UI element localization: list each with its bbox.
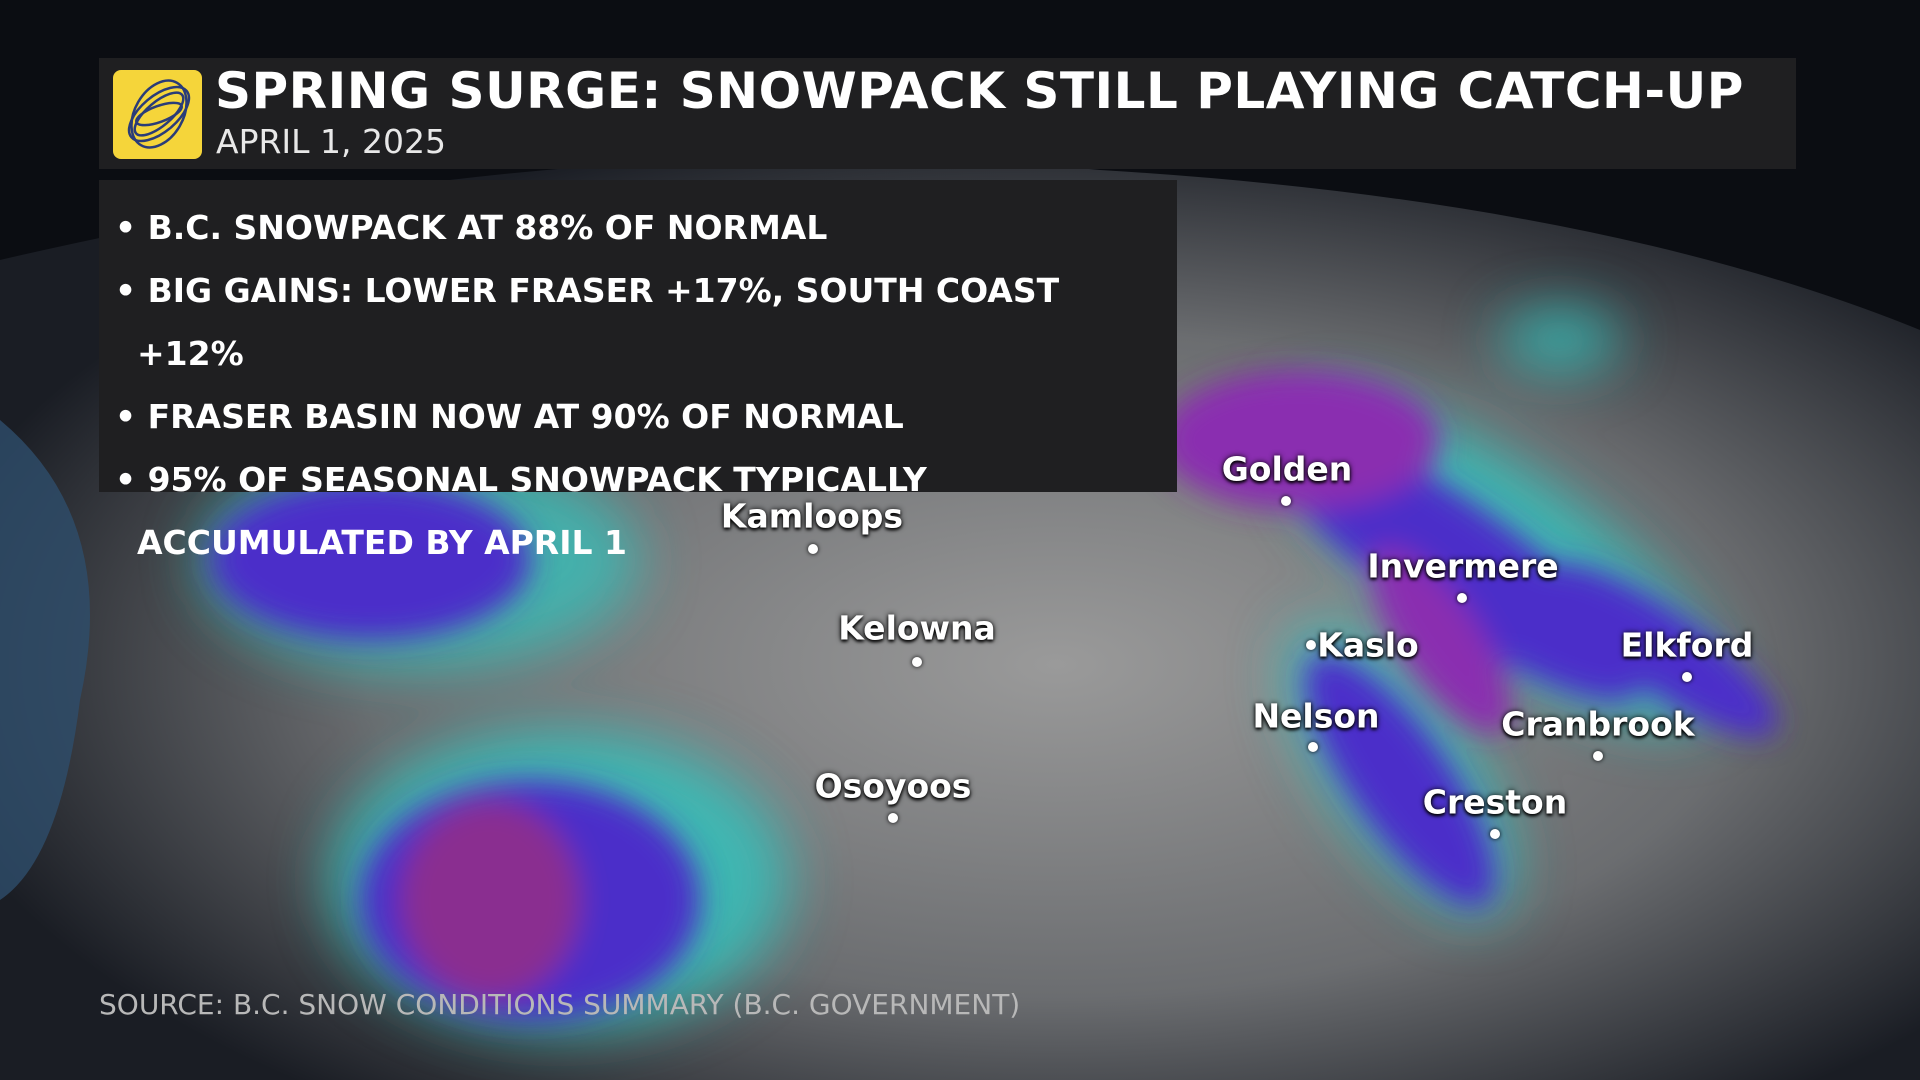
city-label: Elkford [1620,625,1754,665]
city-label: Osoyoos [814,766,972,806]
city-dot [1281,496,1291,506]
city-dot [1682,672,1692,682]
date: APRIL 1, 2025 [216,122,446,161]
city-dot [1593,751,1603,761]
city-label: Creston [1422,782,1568,822]
city-dot [1308,742,1318,752]
city-label: Golden [1221,449,1353,489]
city-label: Kelowna [838,608,996,648]
city-dot [808,544,818,554]
bullet-item: FRASER BASIN NOW AT 90% OF NORMAL [115,385,1167,448]
title: SPRING SURGE: SNOWPACK STILL PLAYING CAT… [215,62,1744,120]
logo [113,70,202,159]
city-dot [912,657,922,667]
city-dot [1490,829,1500,839]
source-note: SOURCE: B.C. SNOW CONDITIONS SUMMARY (B.… [99,988,1021,1021]
city-label: Invermere [1367,546,1559,586]
bullet-item: B.C. SNOWPACK AT 88% OF NORMAL [115,196,1167,259]
bullet-item: 95% OF SEASONAL SNOWPACK TYPICALLY ACCUM… [115,448,1167,574]
city-label: Cranbrook [1501,704,1695,744]
city-dot [1457,593,1467,603]
city-dot [1306,640,1316,650]
city-label: Nelson [1252,696,1380,736]
logo-icon [127,79,191,149]
city-label: Kamloops [720,496,904,536]
bullet-item: BIG GAINS: LOWER FRASER +17%, SOUTH COAS… [115,259,1167,385]
header-bar: SPRING SURGE: SNOWPACK STILL PLAYING CAT… [99,58,1796,169]
city-dot [888,813,898,823]
city-label: Kaslo [1317,625,1419,665]
bullet-list: B.C. SNOWPACK AT 88% OF NORMALBIG GAINS:… [99,180,1177,562]
